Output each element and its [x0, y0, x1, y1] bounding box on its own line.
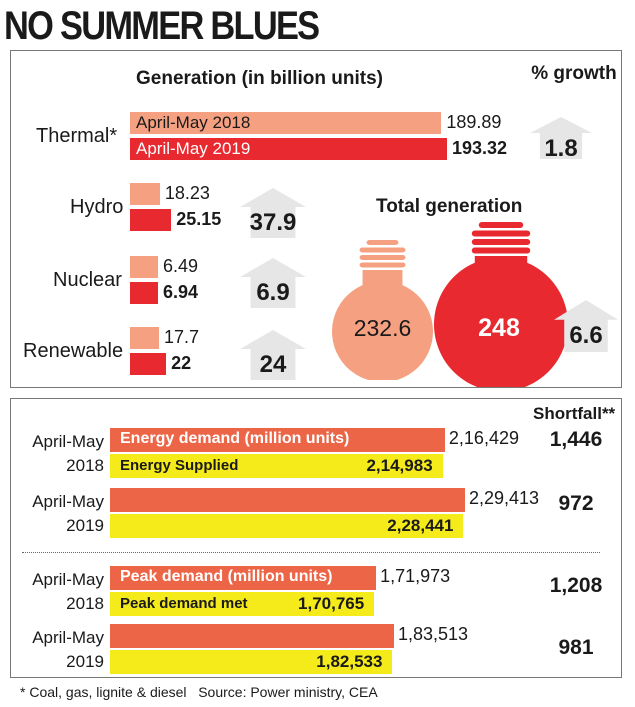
generation-bar-2018: April-May 2018: [130, 112, 442, 134]
category-label: Thermal*: [36, 125, 118, 147]
total-generation-title: Total generation: [376, 196, 523, 217]
generation-bar-2018: [130, 183, 160, 205]
generation-bar-2018: [130, 327, 160, 349]
demand-bar: [110, 488, 465, 512]
generation-bar-2019: [130, 209, 172, 231]
bar-value-label: 189.89: [446, 112, 502, 132]
period-year-label: 2018: [66, 456, 104, 475]
period-label: April-May: [32, 570, 104, 589]
demand-label: Peak demand (million units): [120, 568, 333, 585]
supplied-bar: 1,82,533: [110, 650, 393, 674]
category-label: Renewable: [23, 340, 124, 362]
generation-bar-2019: [130, 282, 158, 304]
up-arrow-icon: [240, 188, 306, 238]
shortfall-header: Shortfall**: [533, 404, 616, 423]
bar-value-label: 17.7: [164, 327, 200, 347]
demand-value: 2,16,429: [448, 428, 519, 448]
demand-bar: Energy demand (million units): [110, 428, 445, 452]
bar-value-label: 22: [171, 353, 192, 373]
period-year-label: 2019: [66, 516, 104, 535]
growth-arrow: 37.9: [240, 188, 306, 238]
demand-value: 1,83,513: [397, 624, 469, 644]
demand-label: Energy demand (million units): [120, 430, 350, 447]
growth-arrow: 24: [240, 330, 306, 380]
shortfall-value: 981: [558, 636, 594, 659]
shortfall-value: 1,446: [549, 428, 603, 451]
demand-value: 1,71,973: [380, 566, 451, 586]
chart-title: NO SUMMER BLUES: [4, 4, 320, 48]
bulb-2019-value: 248: [478, 314, 520, 342]
bar-value-label: 6.49: [163, 256, 199, 276]
shortfall-value: 972: [558, 492, 594, 515]
growth-arrow-value: 1.8: [544, 134, 578, 162]
up-arrow-icon: [240, 258, 306, 308]
bulb-2019-shape: [434, 222, 568, 387]
generation-bar-2019: [130, 353, 167, 375]
supplied-value: 1,70,765: [298, 594, 365, 613]
period-label: April-May: [32, 628, 104, 647]
up-arrow-icon: [530, 117, 592, 159]
supplied-bar: Energy Supplied 2,14,983: [110, 454, 443, 478]
bar-value-label: 18.23: [164, 183, 210, 203]
supplied-value: 2,14,983: [366, 456, 433, 475]
demand-bar: Peak demand (million units): [110, 566, 377, 590]
generation-title: Generation (in billion units): [136, 68, 383, 89]
growth-arrow-value: 24: [259, 351, 287, 378]
growth-arrow-value: 37.9: [249, 209, 297, 236]
supplied-label: Peak demand met: [120, 595, 248, 612]
growth-arrow: 6.9: [240, 258, 306, 308]
period-year-label: 2018: [66, 594, 104, 613]
supplied-value: 1,82,533: [316, 652, 383, 671]
generation-bar-2019: April-May 2019: [130, 138, 447, 160]
bulb-2018-value: 232.6: [353, 315, 412, 341]
bar-value-label: 6.94: [163, 282, 199, 302]
supplied-label: Energy Supplied: [120, 457, 239, 474]
up-arrow-icon: [240, 330, 306, 380]
bar-value-label: 25.15: [176, 209, 222, 229]
supplied-bar: 2,28,441: [110, 514, 464, 538]
bulb-2018-shape: [332, 240, 433, 380]
period-year-label: 2019: [66, 652, 104, 671]
generation-panel: [10, 50, 622, 388]
total-growth-arrow: 6.6: [554, 300, 618, 352]
demand-bar: [110, 624, 394, 648]
generation-bar-2018: [130, 256, 158, 278]
bar-value-label: 193.32: [452, 138, 508, 158]
bulb-2019: [434, 222, 568, 387]
up-arrow-icon: [554, 300, 618, 352]
period-label: April-May: [32, 492, 104, 511]
series-label: April-May 2019: [136, 139, 251, 158]
supplied-bar: Peak demand met 1,70,765: [110, 592, 375, 616]
demand-value: 2,29,413: [469, 488, 540, 508]
category-label: Hydro: [70, 196, 124, 218]
period-label: April-May: [32, 432, 104, 451]
category-label: Nuclear: [53, 269, 122, 291]
growth-arrow: 1.8: [530, 117, 592, 162]
shortfall-value: 1,208: [549, 574, 603, 597]
footnote: * Coal, gas, lignite & diesel Source: Po…: [20, 684, 378, 700]
demand-panel: [10, 398, 622, 678]
total-growth-arrow-value: 6.6: [569, 321, 603, 349]
section-divider: [22, 552, 600, 553]
growth-header: % growth: [531, 63, 617, 84]
series-label: April-May 2018: [136, 113, 251, 132]
supplied-value: 2,28,441: [387, 516, 454, 535]
bulb-2018: [332, 240, 433, 380]
growth-arrow-value: 6.9: [256, 279, 290, 306]
